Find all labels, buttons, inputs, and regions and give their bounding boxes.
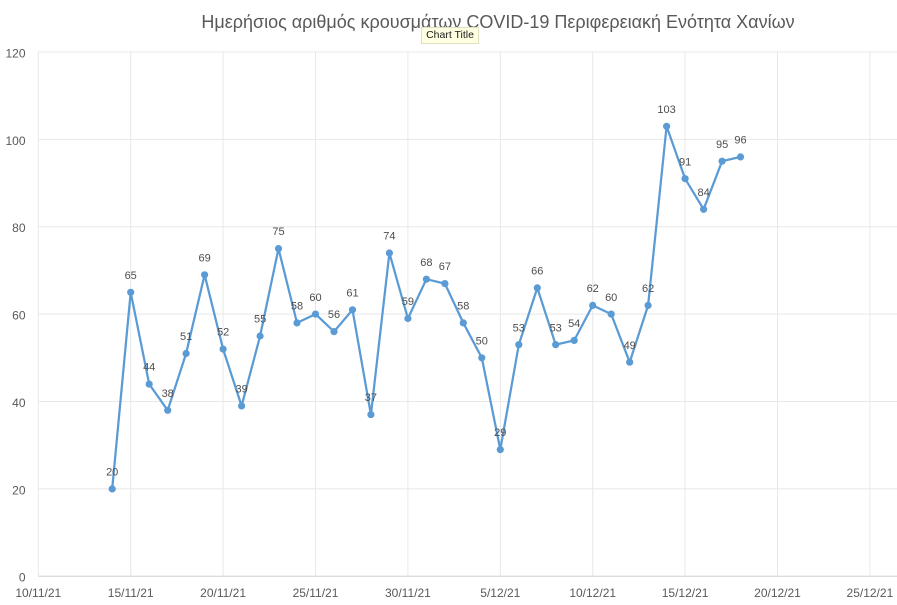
- svg-text:20/11/21: 20/11/21: [200, 586, 246, 600]
- svg-text:29: 29: [494, 427, 506, 439]
- svg-text:96: 96: [734, 135, 746, 147]
- svg-text:52: 52: [217, 327, 229, 339]
- svg-text:37: 37: [365, 392, 377, 404]
- svg-text:75: 75: [272, 226, 284, 238]
- svg-text:69: 69: [198, 252, 210, 264]
- svg-text:54: 54: [568, 318, 580, 330]
- svg-text:120: 120: [5, 46, 25, 60]
- svg-text:20: 20: [12, 483, 26, 497]
- svg-text:25/12/21: 25/12/21: [847, 586, 894, 600]
- svg-text:44: 44: [143, 362, 155, 374]
- svg-text:62: 62: [642, 283, 654, 295]
- svg-text:62: 62: [587, 283, 599, 295]
- svg-text:65: 65: [125, 270, 137, 282]
- svg-text:56: 56: [328, 309, 340, 321]
- svg-text:39: 39: [235, 384, 247, 396]
- svg-text:58: 58: [291, 301, 303, 313]
- svg-text:0: 0: [19, 571, 26, 585]
- svg-text:20: 20: [106, 467, 118, 479]
- svg-text:49: 49: [624, 340, 636, 352]
- svg-text:74: 74: [383, 231, 395, 243]
- svg-text:20/12/21: 20/12/21: [754, 586, 801, 600]
- svg-text:58: 58: [457, 301, 469, 313]
- svg-text:10/11/21: 10/11/21: [15, 586, 61, 600]
- svg-text:55: 55: [254, 314, 266, 326]
- svg-text:10/12/21: 10/12/21: [569, 586, 616, 600]
- svg-text:53: 53: [513, 322, 525, 334]
- svg-text:25/11/21: 25/11/21: [293, 586, 339, 600]
- svg-text:15/11/21: 15/11/21: [108, 586, 154, 600]
- svg-text:61: 61: [346, 287, 358, 299]
- svg-text:91: 91: [679, 156, 691, 168]
- svg-text:103: 103: [657, 104, 675, 116]
- svg-text:68: 68: [420, 257, 432, 269]
- svg-text:53: 53: [550, 322, 562, 334]
- svg-text:100: 100: [5, 134, 25, 148]
- svg-text:40: 40: [12, 396, 26, 410]
- svg-text:60: 60: [605, 292, 617, 304]
- svg-text:60: 60: [12, 309, 26, 323]
- svg-text:67: 67: [439, 261, 451, 273]
- svg-text:30/11/21: 30/11/21: [385, 586, 431, 600]
- svg-text:80: 80: [12, 221, 26, 235]
- svg-text:84: 84: [697, 187, 709, 199]
- svg-text:95: 95: [716, 139, 728, 151]
- svg-text:50: 50: [476, 335, 488, 347]
- svg-text:Ημερήσιος αριθμός κρουσμάτων C: Ημερήσιος αριθμός κρουσμάτων COVID-19 Πε…: [201, 12, 794, 32]
- svg-text:5/12/21: 5/12/21: [480, 586, 520, 600]
- svg-text:51: 51: [180, 331, 192, 343]
- svg-text:66: 66: [531, 266, 543, 278]
- svg-text:59: 59: [402, 296, 414, 308]
- svg-text:60: 60: [309, 292, 321, 304]
- svg-text:38: 38: [162, 388, 174, 400]
- svg-text:15/12/21: 15/12/21: [662, 586, 709, 600]
